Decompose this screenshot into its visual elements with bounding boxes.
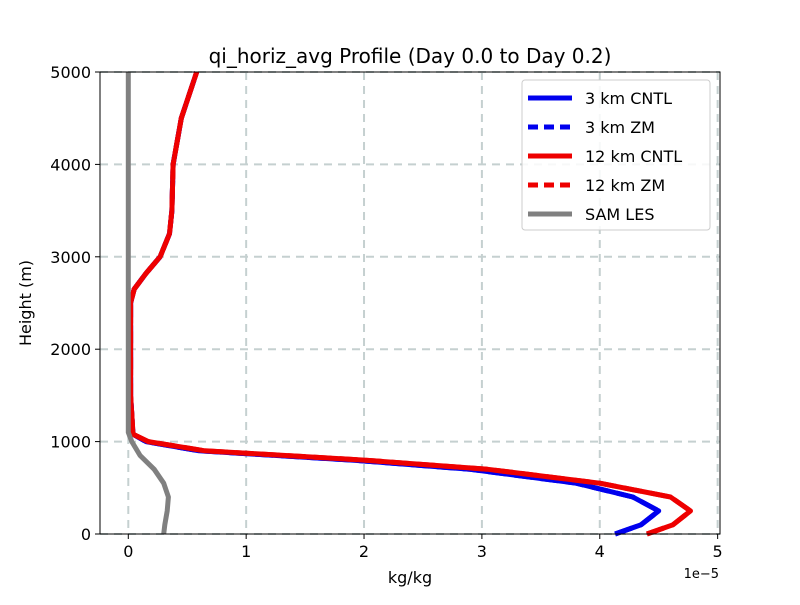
x-axis-label: kg/kg	[388, 568, 432, 587]
legend-box	[521, 79, 711, 231]
x-tick-label-3: 3	[477, 542, 487, 561]
y-tick-label-3: 3000	[50, 248, 91, 267]
y-tick-label-5: 5000	[50, 63, 91, 82]
y-tick-label-2: 2000	[50, 340, 91, 359]
legend-label-0: 3 km CNTL	[585, 89, 672, 108]
plot-frame	[99, 71, 721, 535]
legend: 3 km CNTL 3 km ZM 12 km CNTL 12 km ZM SAM LE…	[521, 79, 711, 231]
ticks: 0 1 2 3 4 5 0 1000 2000 3000 4000 5000	[50, 63, 722, 561]
y-tick-label-0: 0	[81, 525, 91, 544]
x-tick-label-5: 5	[713, 542, 723, 561]
legend-label-3: 12 km ZM	[585, 176, 665, 195]
series-lines	[125, 71, 693, 537]
legend-label-4: SAM LES	[585, 205, 654, 224]
x-tick-label-4: 4	[595, 542, 605, 561]
y-tick-label-1: 1000	[50, 433, 91, 452]
x-axis-offset-label: 1e−5	[684, 567, 719, 582]
x-tick-label-1: 1	[241, 542, 251, 561]
y-tick-label-4: 4000	[50, 155, 91, 174]
legend-label-2: 12 km CNTL	[585, 147, 682, 166]
x-tick-label-0: 0	[123, 542, 133, 561]
series-line-4	[125, 72, 171, 535]
x-tick-label-2: 2	[359, 542, 369, 561]
chart-title: qi_horiz_avg Profile (Day 0.0 to Day 0.2…	[209, 44, 612, 68]
legend-label-1: 3 km ZM	[585, 118, 655, 137]
y-axis-label: Height (m)	[16, 260, 35, 346]
